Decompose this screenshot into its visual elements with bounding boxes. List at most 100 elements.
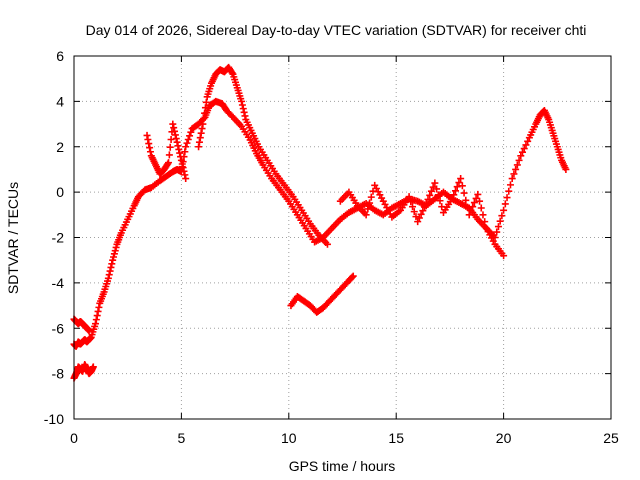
data-point: [110, 250, 118, 258]
y-tick-label: -6: [52, 320, 65, 336]
data-point: [94, 307, 102, 315]
data-point: [562, 165, 570, 173]
data-point: [228, 69, 236, 77]
data-point: [470, 199, 478, 207]
data-point: [104, 274, 112, 282]
data-point: [501, 200, 509, 208]
data-point: [422, 199, 430, 207]
data-point: [410, 208, 418, 216]
series-6: [336, 175, 508, 260]
series-1: [70, 97, 570, 350]
data-point: [201, 104, 209, 112]
data-point: [110, 253, 118, 261]
data-point: [175, 145, 183, 153]
axis-tick-labels: 0 5 10 15 20 25 -10 -8 -6 -4 -2 0 2 4 6: [44, 48, 619, 446]
data-point: [476, 197, 484, 205]
data-point: [172, 135, 180, 143]
data-point: [453, 183, 461, 191]
y-tick-label: -4: [52, 275, 65, 291]
data-point: [414, 218, 422, 226]
data-point: [166, 143, 174, 151]
data-point: [171, 127, 179, 135]
data-point: [178, 160, 186, 168]
data-point: [180, 167, 188, 175]
data-point: [465, 211, 473, 219]
data-point: [515, 156, 523, 164]
data-point: [170, 124, 178, 132]
y-tick-label: 6: [56, 48, 64, 64]
series-3: [70, 361, 97, 382]
data-point: [460, 189, 468, 197]
data-point: [183, 139, 191, 147]
data-point: [202, 98, 210, 106]
x-tick-label: 0: [70, 430, 78, 446]
data-point: [240, 108, 248, 116]
data-point: [479, 211, 487, 219]
data-point: [169, 120, 177, 128]
x-tick-label: 10: [281, 430, 297, 446]
data-point: [409, 203, 417, 211]
data-point: [106, 267, 114, 275]
data-series: [70, 63, 570, 382]
data-point: [323, 240, 331, 248]
data-point: [522, 141, 530, 149]
data-point: [196, 134, 204, 142]
data-point: [187, 128, 195, 136]
data-point: [508, 175, 516, 183]
data-point: [145, 140, 153, 148]
data-point: [177, 156, 185, 164]
data-point: [469, 203, 477, 211]
data-point: [405, 193, 413, 201]
data-point: [517, 152, 525, 160]
data-point: [433, 185, 441, 193]
data-point: [512, 165, 520, 173]
data-point: [474, 190, 482, 198]
data-point: [146, 148, 154, 156]
data-point: [417, 210, 425, 218]
data-point: [174, 142, 182, 150]
data-point: [524, 137, 532, 145]
x-tick-label: 25: [603, 430, 619, 446]
data-point: [195, 143, 203, 151]
data-point: [455, 179, 463, 187]
data-point: [434, 191, 442, 199]
data-point: [481, 218, 489, 226]
data-point: [198, 125, 206, 133]
data-point: [498, 212, 506, 220]
data-point: [176, 149, 184, 157]
data-point: [111, 247, 119, 255]
x-tick-label: 5: [178, 430, 186, 446]
y-tick-label: 0: [56, 184, 64, 200]
data-point: [93, 312, 101, 320]
series-5: [287, 272, 357, 316]
data-point: [496, 217, 504, 225]
x-tick-label: 15: [388, 430, 404, 446]
data-point: [199, 120, 207, 128]
data-point: [419, 207, 427, 215]
data-point: [184, 135, 192, 143]
y-tick-label: -8: [52, 366, 65, 382]
data-point: [201, 109, 209, 117]
data-point: [173, 138, 181, 146]
data-point: [349, 272, 357, 280]
data-point: [95, 303, 103, 311]
data-point: [181, 148, 189, 156]
data-point: [89, 363, 97, 371]
data-point: [510, 170, 518, 178]
data-point: [506, 181, 514, 189]
data-point: [500, 252, 508, 260]
data-point: [462, 196, 470, 204]
data-point: [415, 214, 423, 222]
data-point: [450, 191, 458, 199]
data-point: [477, 204, 485, 212]
data-point: [513, 161, 521, 169]
data-point: [458, 182, 466, 190]
grid: [74, 56, 611, 419]
plot-frame: [73, 55, 612, 420]
data-point: [362, 211, 370, 219]
data-point: [146, 144, 154, 152]
y-tick-label: 4: [56, 93, 64, 109]
data-point: [195, 138, 203, 146]
data-point: [91, 320, 99, 328]
